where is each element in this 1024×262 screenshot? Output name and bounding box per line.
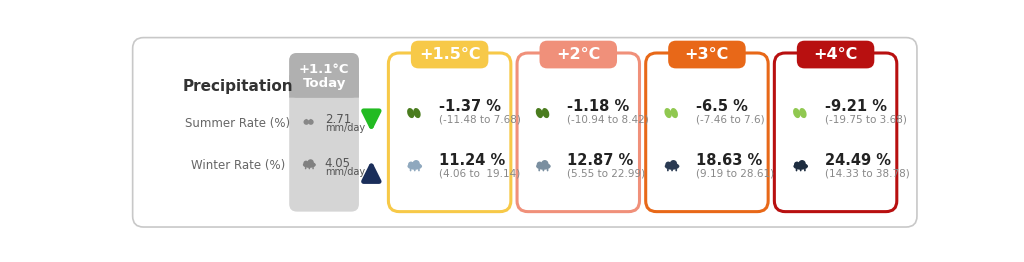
Ellipse shape (804, 169, 806, 171)
Ellipse shape (536, 108, 543, 118)
Text: -9.21 %: -9.21 % (824, 99, 887, 114)
Text: 24.49 %: 24.49 % (824, 153, 891, 168)
Text: 2.71: 2.71 (325, 113, 351, 126)
Text: 18.63 %: 18.63 % (696, 153, 762, 168)
Text: Today: Today (302, 77, 346, 90)
Ellipse shape (410, 169, 412, 171)
Ellipse shape (542, 108, 549, 118)
Ellipse shape (667, 169, 669, 171)
Polygon shape (304, 119, 308, 121)
Circle shape (537, 162, 543, 167)
FancyBboxPatch shape (517, 53, 640, 212)
Circle shape (303, 119, 309, 125)
Text: (5.55 to 22.99): (5.55 to 22.99) (567, 168, 645, 178)
Ellipse shape (408, 163, 422, 170)
Circle shape (541, 160, 549, 167)
Circle shape (666, 162, 671, 167)
Text: (14.33 to 38.78): (14.33 to 38.78) (824, 168, 909, 178)
Text: Winter Rate (%): Winter Rate (%) (190, 159, 285, 172)
FancyBboxPatch shape (669, 41, 745, 68)
Circle shape (303, 161, 308, 166)
Text: mm/day: mm/day (325, 167, 365, 177)
Ellipse shape (305, 167, 306, 169)
Ellipse shape (312, 167, 314, 169)
Ellipse shape (308, 167, 310, 169)
Text: +4°C: +4°C (813, 47, 858, 62)
Circle shape (413, 160, 420, 167)
Circle shape (308, 119, 313, 125)
Ellipse shape (793, 108, 801, 118)
Polygon shape (309, 119, 312, 121)
Ellipse shape (303, 162, 315, 168)
Text: 4.05: 4.05 (325, 157, 351, 170)
Ellipse shape (671, 108, 678, 118)
Text: (4.06 to  19.14): (4.06 to 19.14) (438, 168, 520, 178)
Text: mm/day: mm/day (325, 123, 365, 133)
Circle shape (799, 160, 806, 167)
Circle shape (307, 159, 313, 166)
Text: (-10.94 to 8.42): (-10.94 to 8.42) (567, 114, 649, 124)
Ellipse shape (543, 169, 545, 171)
Text: (-19.75 to 3.68): (-19.75 to 3.68) (824, 114, 906, 124)
Circle shape (408, 162, 414, 167)
FancyBboxPatch shape (289, 75, 359, 98)
FancyBboxPatch shape (289, 53, 359, 98)
Text: Precipitation: Precipitation (182, 79, 293, 94)
Ellipse shape (418, 169, 420, 171)
Ellipse shape (794, 163, 808, 170)
Ellipse shape (800, 108, 807, 118)
Ellipse shape (547, 169, 549, 171)
Ellipse shape (796, 169, 798, 171)
FancyBboxPatch shape (133, 38, 916, 227)
FancyBboxPatch shape (411, 41, 488, 68)
Ellipse shape (408, 108, 415, 118)
Text: 12.87 %: 12.87 % (567, 153, 634, 168)
Text: +1.5°C: +1.5°C (419, 47, 480, 62)
Text: -1.18 %: -1.18 % (567, 99, 630, 114)
FancyBboxPatch shape (646, 53, 768, 212)
Text: Summer Rate (%): Summer Rate (%) (185, 117, 291, 130)
FancyBboxPatch shape (540, 41, 617, 68)
FancyBboxPatch shape (774, 53, 897, 212)
Ellipse shape (665, 108, 672, 118)
Text: (9.19 to 28.61): (9.19 to 28.61) (696, 168, 774, 178)
Ellipse shape (539, 169, 540, 171)
Text: +2°C: +2°C (556, 47, 600, 62)
Ellipse shape (800, 169, 802, 171)
Text: -6.5 %: -6.5 % (696, 99, 748, 114)
Text: +1.1°C: +1.1°C (299, 63, 349, 77)
Circle shape (794, 162, 800, 167)
Text: -1.37 %: -1.37 % (438, 99, 501, 114)
Circle shape (670, 160, 677, 167)
FancyBboxPatch shape (289, 53, 359, 212)
Ellipse shape (671, 169, 673, 171)
Ellipse shape (665, 163, 679, 170)
FancyBboxPatch shape (797, 41, 874, 68)
FancyBboxPatch shape (388, 53, 511, 212)
Ellipse shape (676, 169, 677, 171)
Ellipse shape (537, 163, 551, 170)
Ellipse shape (414, 108, 421, 118)
Text: (-7.46 to 7.6): (-7.46 to 7.6) (696, 114, 765, 124)
Text: (-11.48 to 7.68): (-11.48 to 7.68) (438, 114, 520, 124)
Text: 11.24 %: 11.24 % (438, 153, 505, 168)
Ellipse shape (414, 169, 416, 171)
Text: +3°C: +3°C (685, 47, 729, 62)
